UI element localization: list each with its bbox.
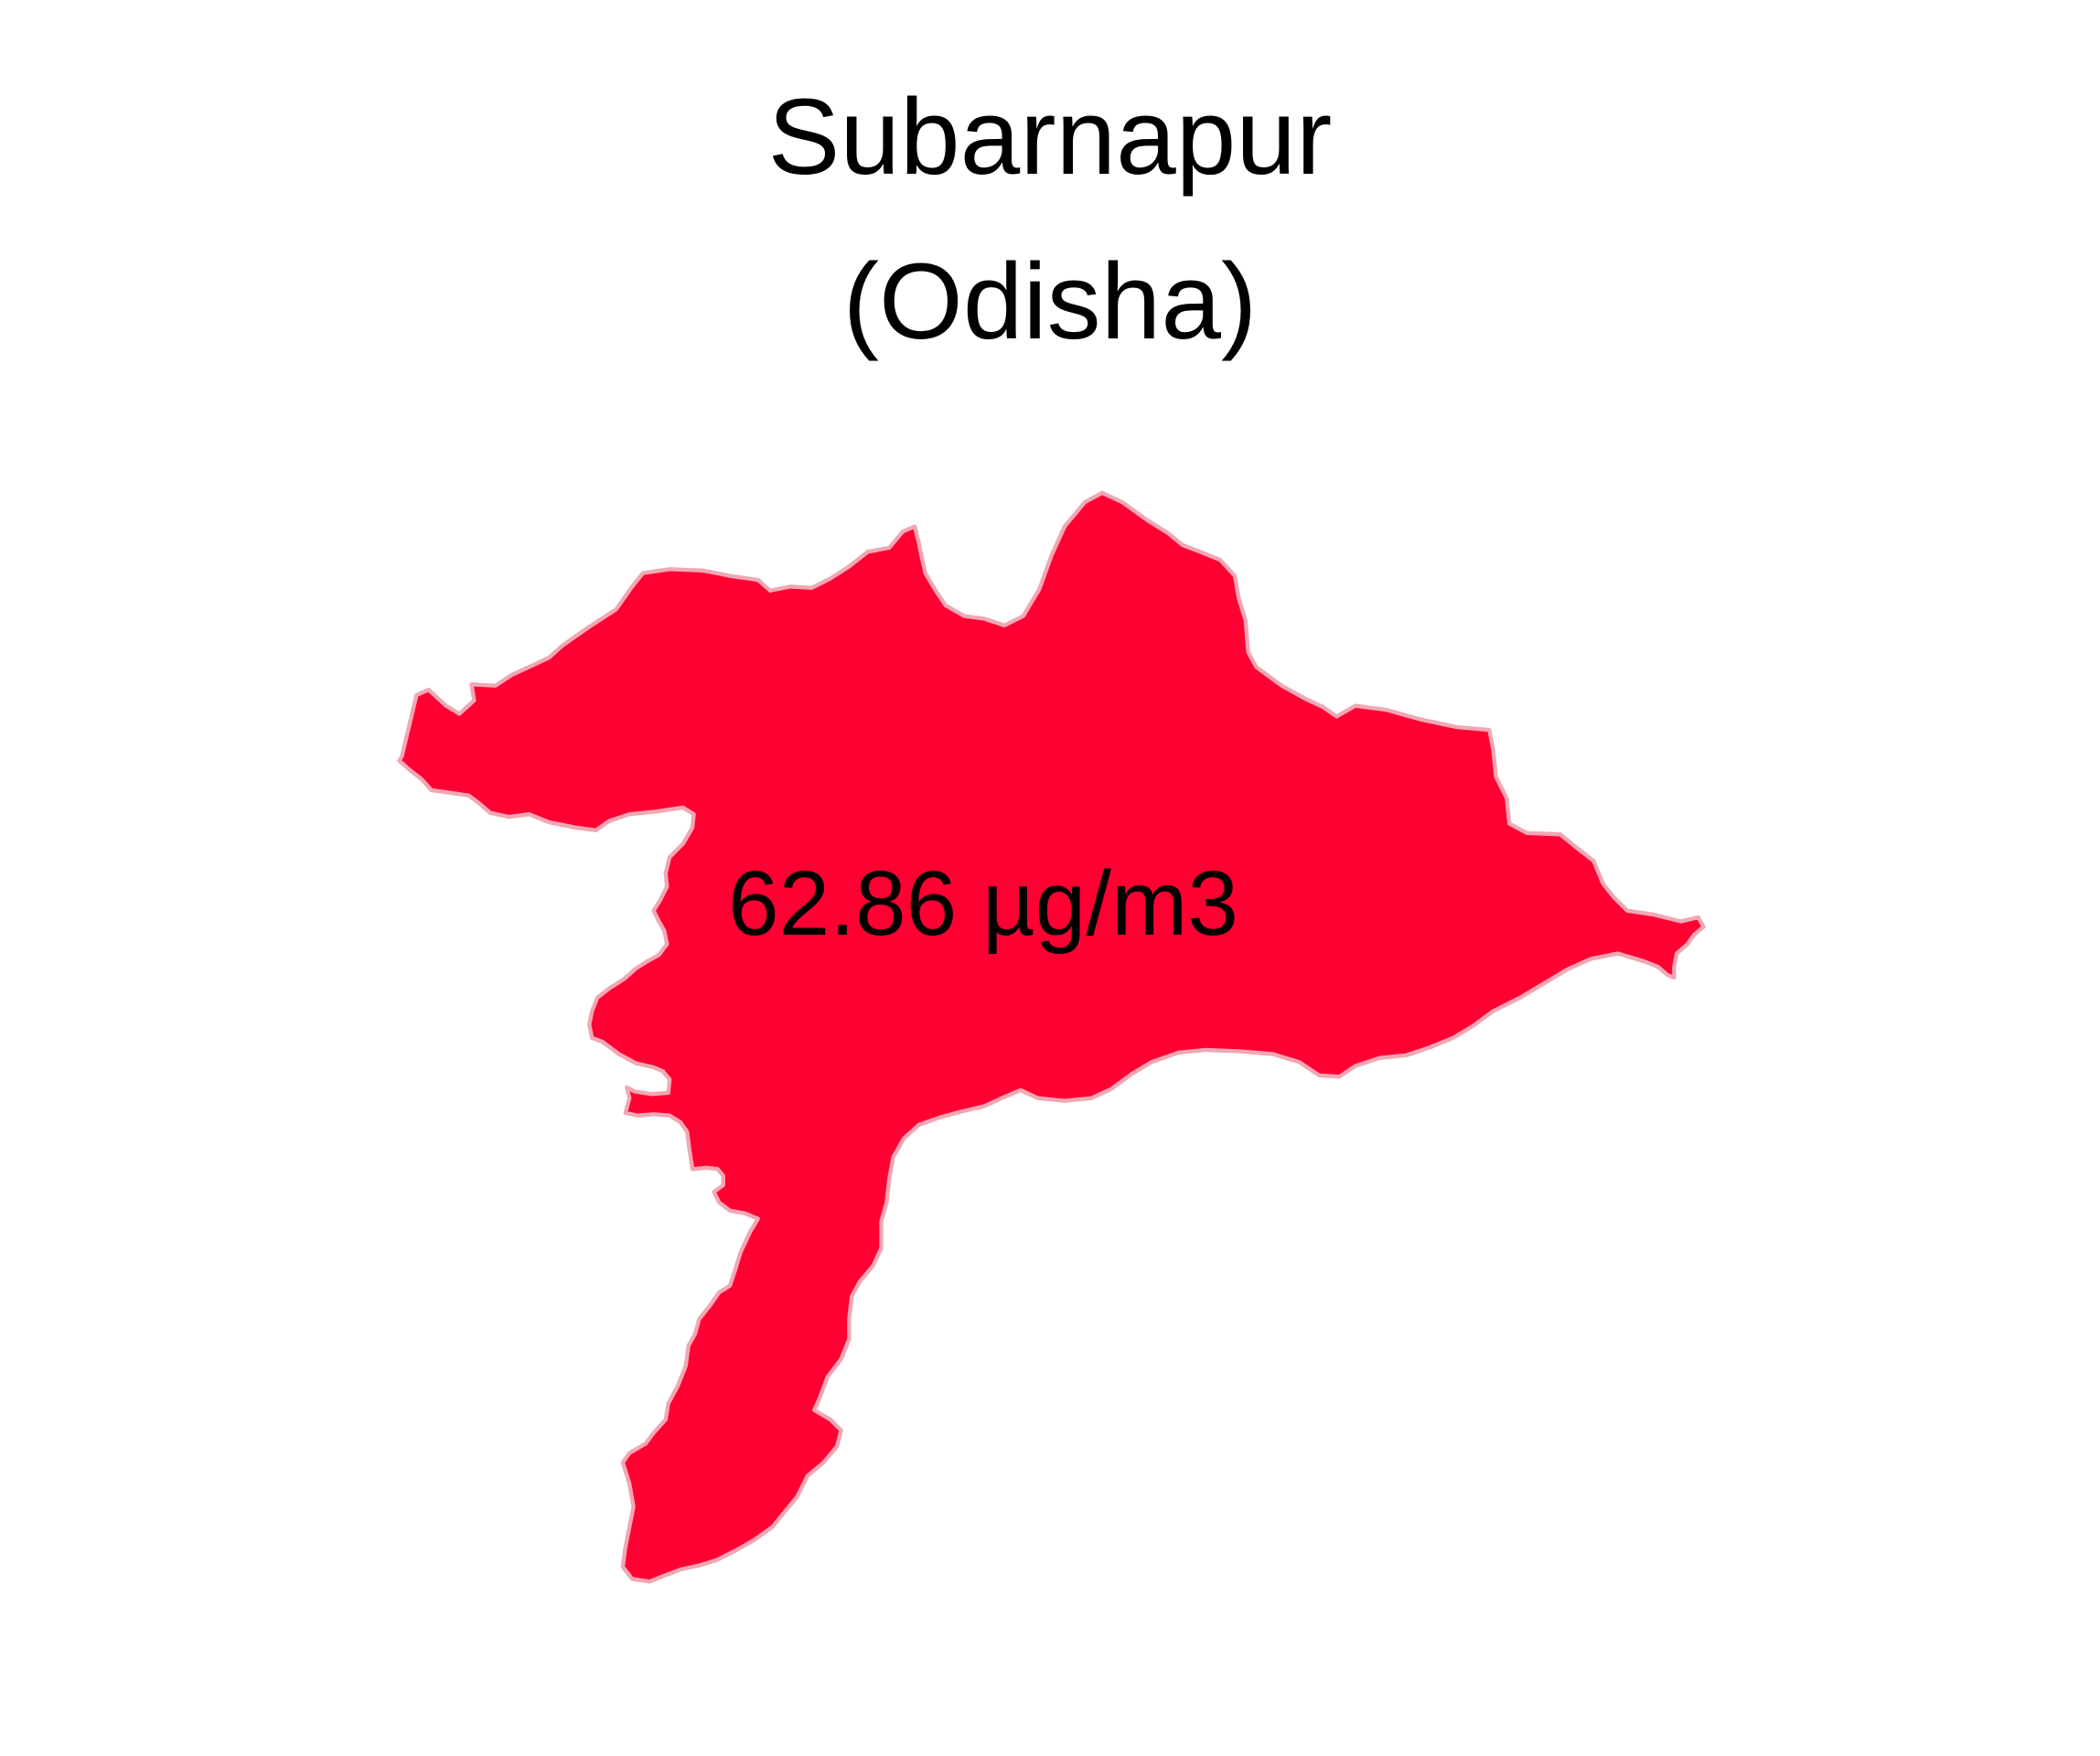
map-title-state: (Odisha) (842, 241, 1258, 362)
pm25-value-label: 62.86 µg/m3 (728, 852, 1238, 955)
district-region-shape (397, 490, 1706, 1584)
map-title: Subarnapur (Odisha) (0, 55, 2100, 384)
map-title-district: Subarnapur (767, 77, 1333, 198)
